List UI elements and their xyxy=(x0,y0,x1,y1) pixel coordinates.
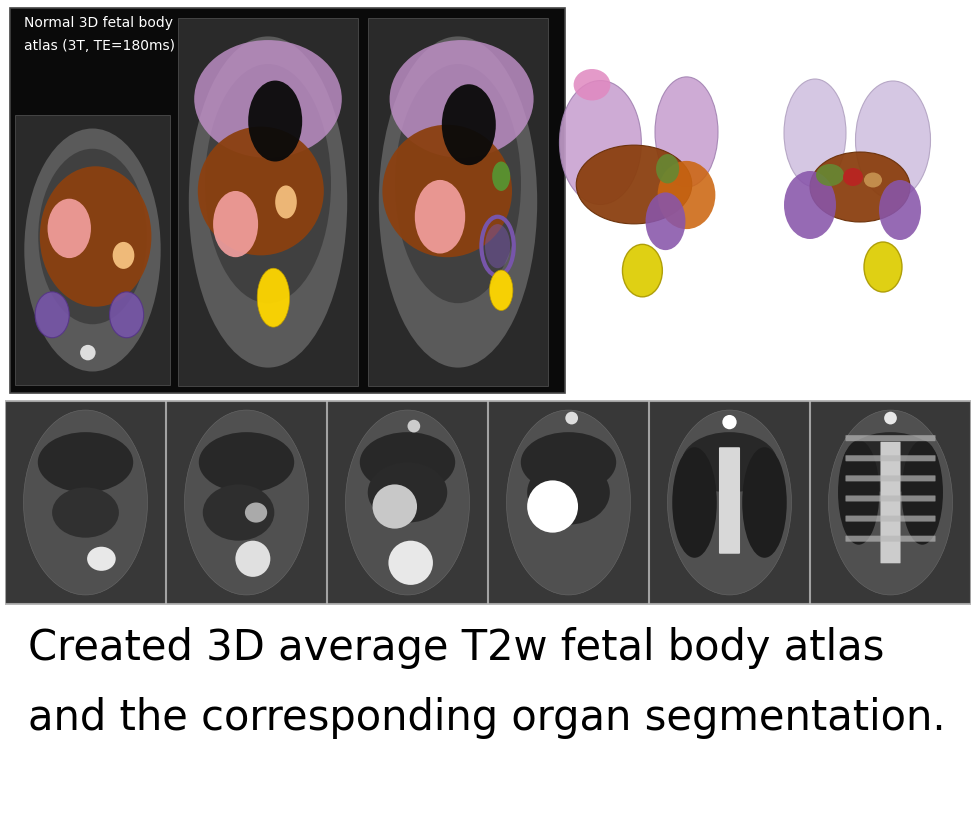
FancyBboxPatch shape xyxy=(15,115,170,385)
FancyBboxPatch shape xyxy=(845,435,936,441)
Ellipse shape xyxy=(415,180,466,254)
Ellipse shape xyxy=(203,485,274,541)
Ellipse shape xyxy=(194,40,342,158)
FancyBboxPatch shape xyxy=(10,8,565,393)
Ellipse shape xyxy=(379,36,537,368)
Ellipse shape xyxy=(672,447,716,558)
FancyBboxPatch shape xyxy=(880,442,901,564)
Ellipse shape xyxy=(810,152,910,222)
Ellipse shape xyxy=(838,440,879,544)
Ellipse shape xyxy=(235,541,270,577)
Circle shape xyxy=(80,345,96,360)
Ellipse shape xyxy=(485,224,510,268)
Ellipse shape xyxy=(38,432,133,492)
Ellipse shape xyxy=(829,410,953,595)
Ellipse shape xyxy=(574,69,610,101)
Ellipse shape xyxy=(346,410,469,595)
Ellipse shape xyxy=(275,186,297,218)
Ellipse shape xyxy=(507,410,630,595)
Ellipse shape xyxy=(199,432,294,492)
Ellipse shape xyxy=(52,487,119,538)
FancyBboxPatch shape xyxy=(845,536,936,542)
Ellipse shape xyxy=(742,447,787,558)
Ellipse shape xyxy=(213,191,258,257)
FancyBboxPatch shape xyxy=(845,516,936,522)
Ellipse shape xyxy=(576,145,692,224)
Ellipse shape xyxy=(198,127,324,255)
Ellipse shape xyxy=(879,180,921,240)
Ellipse shape xyxy=(856,81,930,199)
Ellipse shape xyxy=(559,81,641,204)
Ellipse shape xyxy=(658,161,715,229)
Circle shape xyxy=(884,412,897,424)
Ellipse shape xyxy=(521,432,616,492)
FancyBboxPatch shape xyxy=(328,402,487,603)
FancyBboxPatch shape xyxy=(845,455,936,461)
FancyBboxPatch shape xyxy=(368,18,548,386)
Ellipse shape xyxy=(490,270,513,311)
Ellipse shape xyxy=(48,199,91,258)
Circle shape xyxy=(565,412,578,424)
Ellipse shape xyxy=(368,462,447,522)
FancyBboxPatch shape xyxy=(5,400,971,605)
FancyBboxPatch shape xyxy=(489,402,648,603)
Ellipse shape xyxy=(527,480,578,533)
Circle shape xyxy=(408,420,421,433)
Ellipse shape xyxy=(492,161,510,191)
FancyBboxPatch shape xyxy=(6,402,165,603)
Ellipse shape xyxy=(383,124,512,257)
Ellipse shape xyxy=(112,242,135,269)
Ellipse shape xyxy=(527,460,610,525)
Ellipse shape xyxy=(655,77,718,187)
Text: and the corresponding organ segmentation.: and the corresponding organ segmentation… xyxy=(28,697,946,739)
Ellipse shape xyxy=(245,502,267,522)
FancyBboxPatch shape xyxy=(719,447,740,554)
Ellipse shape xyxy=(843,432,938,492)
Ellipse shape xyxy=(360,432,455,492)
Ellipse shape xyxy=(623,244,663,297)
Ellipse shape xyxy=(784,79,846,187)
Ellipse shape xyxy=(248,81,303,161)
Text: Created 3D average T2w fetal body atlas: Created 3D average T2w fetal body atlas xyxy=(28,627,884,669)
Ellipse shape xyxy=(23,410,147,595)
Ellipse shape xyxy=(816,164,844,186)
Ellipse shape xyxy=(442,84,496,165)
Ellipse shape xyxy=(784,171,836,239)
FancyBboxPatch shape xyxy=(811,402,970,603)
FancyBboxPatch shape xyxy=(167,402,326,603)
Ellipse shape xyxy=(682,432,777,492)
Ellipse shape xyxy=(388,541,433,585)
Ellipse shape xyxy=(258,268,290,327)
Ellipse shape xyxy=(205,64,331,303)
Ellipse shape xyxy=(35,291,69,338)
FancyBboxPatch shape xyxy=(178,18,358,386)
FancyBboxPatch shape xyxy=(845,475,936,481)
Ellipse shape xyxy=(38,149,146,324)
FancyBboxPatch shape xyxy=(845,496,936,501)
Ellipse shape xyxy=(864,242,902,292)
Ellipse shape xyxy=(389,40,534,158)
Ellipse shape xyxy=(87,547,116,571)
Ellipse shape xyxy=(902,440,943,544)
Ellipse shape xyxy=(373,485,417,528)
Ellipse shape xyxy=(184,410,308,595)
Ellipse shape xyxy=(656,154,679,183)
Ellipse shape xyxy=(843,168,863,186)
Ellipse shape xyxy=(645,192,685,250)
Circle shape xyxy=(722,415,737,429)
Ellipse shape xyxy=(668,410,792,595)
Ellipse shape xyxy=(395,64,521,303)
Text: Normal 3D fetal body
atlas (3T, TE=180ms): Normal 3D fetal body atlas (3T, TE=180ms… xyxy=(24,16,175,53)
Ellipse shape xyxy=(109,291,143,338)
Ellipse shape xyxy=(40,166,151,307)
Ellipse shape xyxy=(188,36,347,368)
Ellipse shape xyxy=(24,129,161,371)
FancyBboxPatch shape xyxy=(650,402,809,603)
Ellipse shape xyxy=(864,172,882,187)
